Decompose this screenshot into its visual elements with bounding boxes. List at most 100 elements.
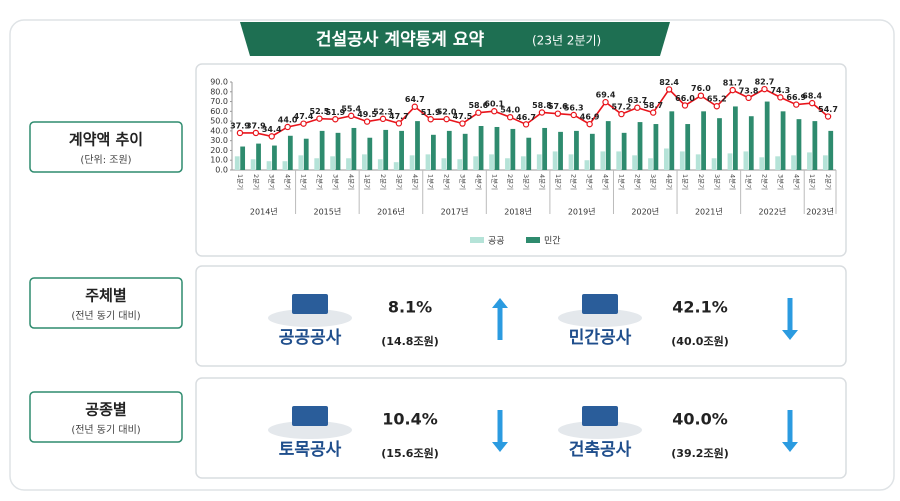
line-point <box>586 120 593 128</box>
data-label: 63.7 <box>627 96 647 105</box>
item-name: 토목공사 <box>279 440 342 460</box>
line-point <box>284 123 291 131</box>
bar <box>589 133 595 170</box>
line-point <box>650 109 657 116</box>
y-tick-label: 60.0 <box>210 107 228 116</box>
bar <box>542 127 548 170</box>
bar <box>822 155 828 170</box>
year-label: 2017년 <box>441 207 469 217</box>
item-amount: (14.8조원) <box>381 334 438 348</box>
icon <box>292 294 328 314</box>
x-tick-label: 2분기 <box>633 174 642 190</box>
line-point <box>506 113 514 121</box>
line-point <box>538 109 546 116</box>
legend-swatch <box>526 237 540 243</box>
x-tick-label: 2분기 <box>443 174 452 190</box>
bar <box>393 162 399 170</box>
data-label: 51.9 <box>325 108 345 117</box>
x-tick-label: 4분기 <box>284 174 293 190</box>
data-label: 47.7 <box>389 112 409 121</box>
item-amount: (15.6조원) <box>381 446 438 460</box>
data-label: 74.3 <box>770 86 790 95</box>
bar <box>568 154 574 170</box>
bar <box>759 157 765 170</box>
x-tick-label: 2분기 <box>824 174 833 190</box>
bar <box>558 131 563 170</box>
y-tick-label: 70.0 <box>210 97 228 106</box>
trend-arrow-head <box>782 330 798 340</box>
year-label: 2022년 <box>759 207 787 217</box>
section-label-box <box>29 391 183 443</box>
icon <box>582 294 618 314</box>
line-point <box>491 108 498 115</box>
x-tick-label: 2분기 <box>252 174 261 190</box>
item-rate: 8.1% <box>388 298 432 317</box>
icon-base <box>558 421 642 439</box>
x-tick-label: 1분기 <box>681 174 690 190</box>
x-tick-label: 1분기 <box>808 174 817 190</box>
data-label: 51.9 <box>421 108 441 117</box>
data-label: 47.5 <box>453 112 473 121</box>
y-tick-label: 50.0 <box>210 117 228 126</box>
bar <box>526 137 532 170</box>
x-tick-label: 3분기 <box>713 174 722 190</box>
bar <box>807 152 812 170</box>
x-tick-label: 4분기 <box>347 174 356 190</box>
bar <box>462 133 468 170</box>
bar <box>711 158 717 170</box>
x-tick-label: 1분기 <box>554 174 563 190</box>
line-point <box>697 92 705 99</box>
data-label: 57.6 <box>548 102 568 111</box>
bar <box>701 111 706 170</box>
x-tick-label: 1분기 <box>745 174 754 190</box>
section-label-box <box>29 277 183 329</box>
x-tick-label: 2분기 <box>697 174 706 190</box>
bar <box>664 148 669 170</box>
bar <box>282 161 288 170</box>
bar <box>346 158 351 170</box>
bar <box>695 154 701 170</box>
icon <box>292 406 328 426</box>
section-sublabel: (전년 동기 대비) <box>71 424 140 436</box>
bar <box>727 153 733 170</box>
bar <box>256 143 261 170</box>
trend-arrow-head <box>492 298 508 308</box>
bar <box>743 151 749 170</box>
line-point <box>665 86 673 93</box>
year-label: 2020년 <box>631 207 659 217</box>
data-label: 46.7 <box>516 113 536 122</box>
y-tick-label: 40.0 <box>210 126 228 135</box>
year-label: 2016년 <box>377 207 405 217</box>
y-tick-label: 0.0 <box>215 166 228 175</box>
bar <box>764 101 770 170</box>
data-label: 44.0 <box>278 115 298 124</box>
line-point <box>570 111 577 119</box>
data-label: 68.4 <box>802 92 822 101</box>
x-tick-label: 3분기 <box>458 174 467 190</box>
line-point <box>236 129 244 137</box>
bar <box>621 132 627 170</box>
line-point <box>681 102 689 109</box>
line-point <box>554 110 562 117</box>
x-tick-label: 2분기 <box>506 174 515 190</box>
year-label: 2023년 <box>806 207 834 217</box>
bar <box>679 151 685 170</box>
line-point <box>379 115 387 123</box>
bar <box>330 156 335 170</box>
trend-arrow-head <box>782 442 798 452</box>
legend-label: 민간 <box>544 236 561 247</box>
bar <box>303 138 309 170</box>
bar <box>796 119 802 170</box>
x-tick-label: 3분기 <box>776 174 785 190</box>
year-label: 2019년 <box>568 207 596 217</box>
line-point <box>443 115 450 123</box>
line-point <box>268 133 275 140</box>
x-tick-label: 3분기 <box>522 174 531 190</box>
bar <box>717 118 722 170</box>
line-point <box>634 104 641 111</box>
x-tick-label: 3분기 <box>268 174 277 190</box>
bar <box>266 161 272 170</box>
bar <box>536 154 542 170</box>
bar <box>473 156 479 170</box>
bar <box>377 159 383 170</box>
